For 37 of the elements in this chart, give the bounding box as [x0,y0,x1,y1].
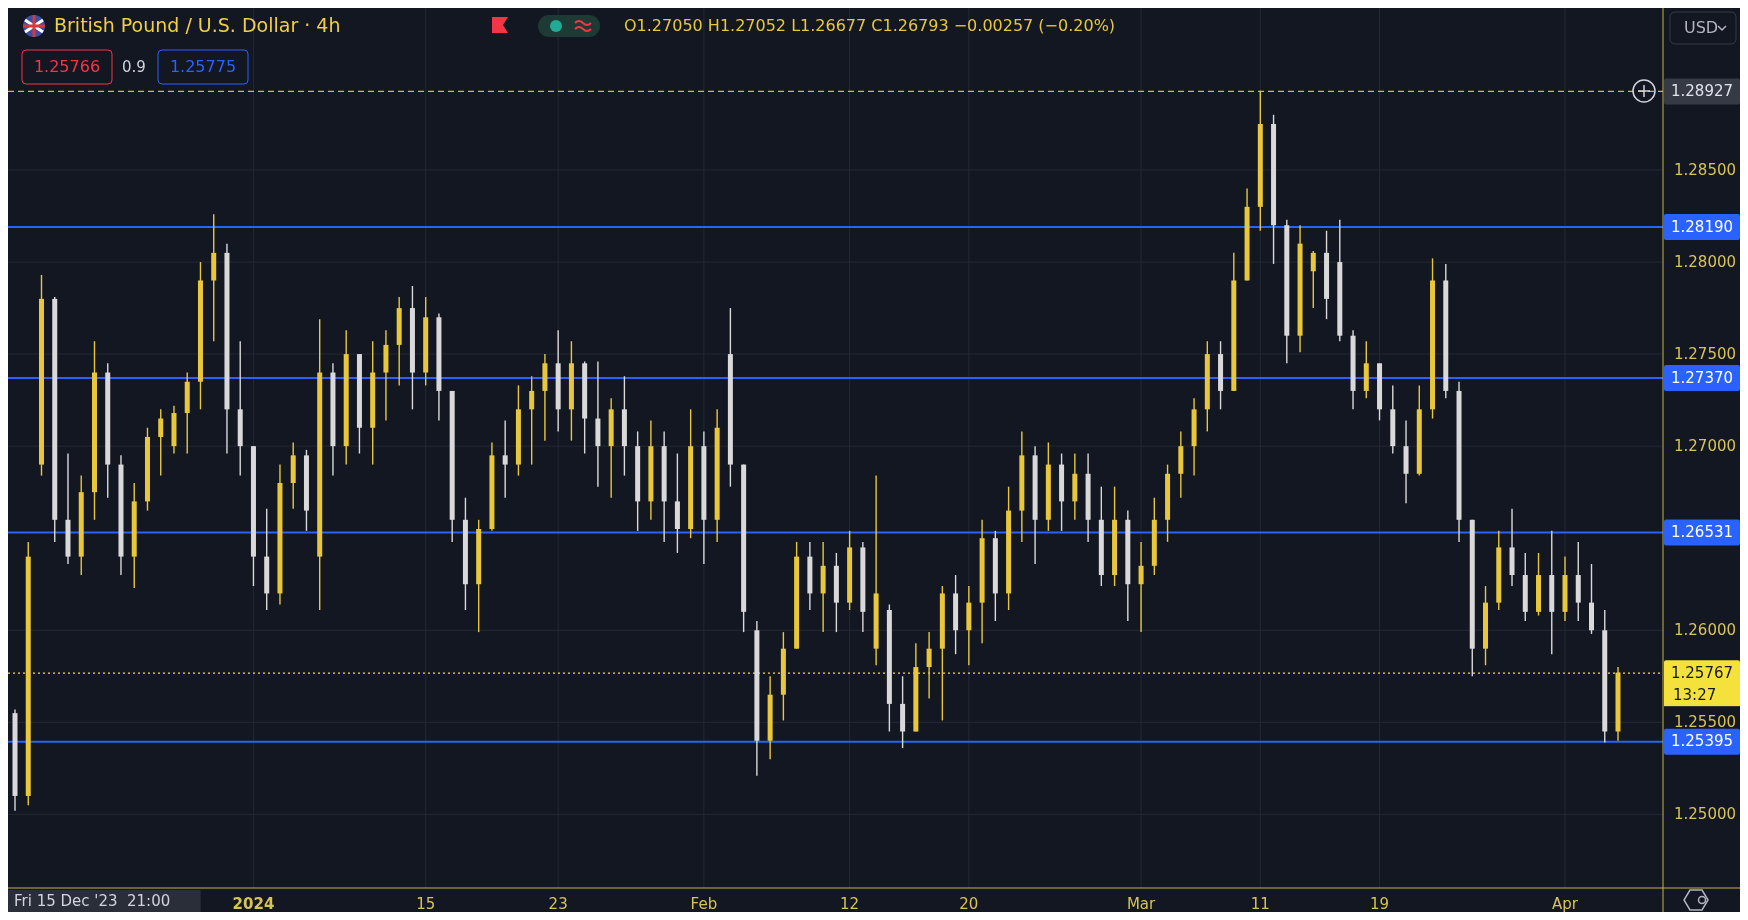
y-tick-label: 1.27000 [1674,436,1737,455]
ref-line-label: 1.26531 [1670,523,1734,541]
x-tick-label: 12 [840,894,860,913]
ref-line-label: 1.28190 [1670,217,1734,236]
ref-line-label: 1.28927 [1670,81,1734,100]
candlestick [1310,250,1316,309]
annotation: 1.25775 [169,56,237,76]
annotation: 1.25766 [33,56,101,76]
chart-title: British Pound / U.S. Dollar · 4h [54,13,341,36]
candlestick [926,631,932,700]
text: 13:27 [1673,685,1717,704]
ref-line-label: 1.25395 [1670,732,1734,751]
x-tick-label: 19 [1369,894,1390,913]
y-tick-label: 1.27500 [1674,344,1737,363]
x-tick-label: 11 [1250,894,1270,913]
y-tick-label: 1.26000 [1674,620,1737,639]
annotation: O1.27050 H1.27052 L1.26677 C1.26793 −0.00257 (−0.20%) [624,15,1116,35]
text: Fri 15 Dec '23 21:00 [14,891,171,910]
candlestick [529,375,535,466]
y-tick-label: 1.28500 [1674,160,1737,179]
candlestick [1138,541,1144,633]
annotation: 0.9 [122,57,146,76]
ref-line-label: 1.25767 [1670,663,1734,682]
x-tick-label: 2024 [232,894,275,913]
x-tick-label: Feb [690,894,718,913]
y-tick-label: 1.25000 [1674,804,1737,823]
ref-line-label: 1.27370 [1670,368,1734,387]
y-tick-label: 1.28000 [1674,252,1737,271]
x-tick-label: Mar [1126,894,1157,913]
x-tick-label: 15 [416,894,436,913]
y-tick-label: 1.25500 [1674,712,1737,731]
candlestick [158,408,164,477]
x-tick-label: 23 [548,894,568,913]
candlestick [502,419,508,499]
x-tick-label: 20 [959,894,979,913]
text: USD [1684,17,1719,37]
x-tick-label: Apr [1552,894,1579,913]
